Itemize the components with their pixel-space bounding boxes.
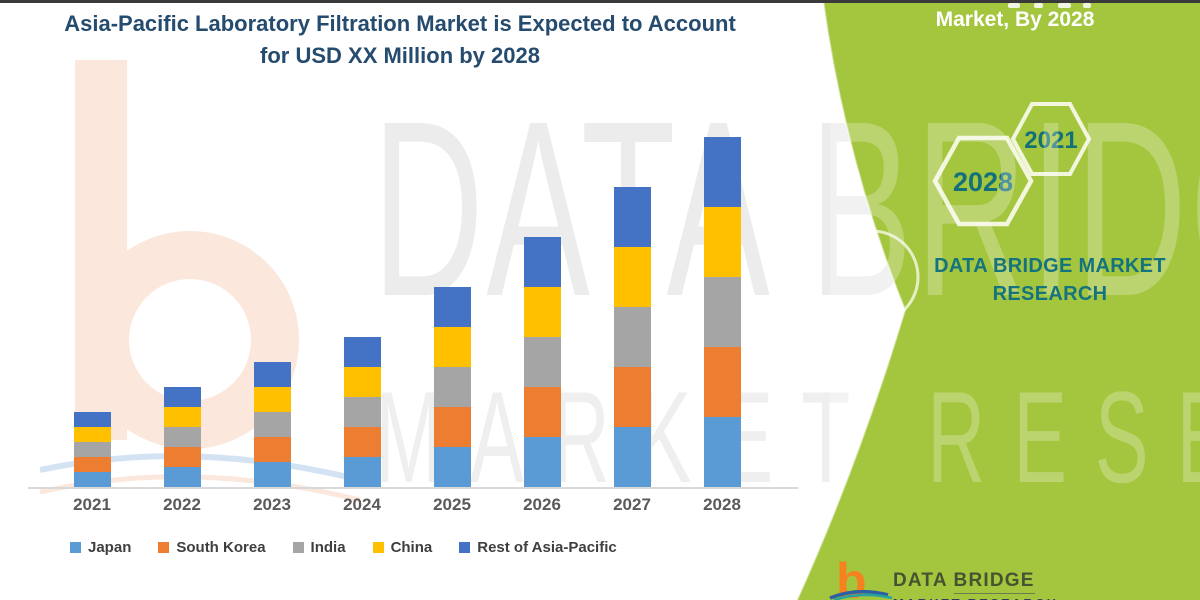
legend-label: Japan [88,538,132,556]
legend-swatch [459,541,471,553]
bar-segment-rest-of-asia-pacific [253,362,291,387]
x-axis-label: 2028 [703,495,741,514]
bar-segment-japan [523,437,561,487]
panel-market-label: Market, By 2028 [935,8,1095,31]
bar-segment-china [433,327,471,367]
legend-item: India [292,538,346,556]
hexagon-2021-label: 2021 [1024,127,1077,154]
hexagon-2021 [1010,102,1092,176]
bar-segment-india [163,427,201,447]
bar-segment-china [703,207,741,277]
legend-item: Rest of Asia-Pacific [459,538,617,556]
bar-segment-japan [343,457,381,487]
legend-item: South Korea [158,538,266,556]
panel-brand-line1: DATA BRIDGE MARKET [934,255,1166,277]
cropped-text-fragment [1058,3,1071,8]
bar-segment-rest-of-asia-pacific [703,137,741,207]
cropped-text-fragment [1083,3,1091,8]
bar-segment-india [433,367,471,407]
top-border-strip [0,0,1200,3]
bar-segment-china [163,407,201,427]
legend-label: India [310,538,346,556]
bar-segment-japan [433,447,471,487]
green-panel-shape [797,0,1200,600]
bar-segment-japan [613,427,651,487]
bar-segment-india [703,277,741,347]
legend-item: Japan [70,538,131,556]
logo-word-data: DATA [893,570,948,591]
bar-segment-india [73,442,111,457]
bar-segment-india [343,397,381,427]
legend-swatch [158,541,170,553]
legend-swatch [292,541,304,553]
legend-label: South Korea [176,538,266,556]
bar-segment-rest-of-asia-pacific [433,287,471,327]
bar-segment-south-korea [703,347,741,417]
legend-swatch [70,541,81,553]
logo-swoosh-icon [829,589,893,600]
chart-title: Asia-Pacific Laboratory Filtration Marke… [10,8,790,72]
x-axis-label: 2024 [343,495,381,514]
x-axis-label: 2021 [73,495,111,514]
bar-segment-south-korea [253,437,291,462]
bar-segment-china [523,287,561,337]
x-axis-label: 2026 [523,495,561,514]
logo-wordmark: DATA BRIDGE [893,570,1035,594]
bar-segment-rest-of-asia-pacific [163,387,201,407]
bar-segment-south-korea [73,457,111,472]
x-axis-label: 2025 [433,495,471,514]
bar-segment-rest-of-asia-pacific [613,187,651,247]
bar-segment-rest-of-asia-pacific [523,237,561,287]
panel-brand-text: DATA BRIDGE MARKET RESEARCH [925,252,1175,308]
bar-segment-japan [253,462,291,487]
bar-segment-south-korea [523,387,561,437]
bar-segment-china [343,367,381,397]
bar-segment-japan [163,467,201,487]
logo-tagline: MARKET RESEARCH [893,596,1058,600]
bar-segment-south-korea [343,427,381,457]
x-axis-line [28,487,798,489]
bar-segment-south-korea [613,367,651,427]
legend-item: China [372,538,433,556]
hexagon-2028 [932,135,1034,227]
cropped-text-fragment [1008,3,1020,8]
bar-segment-south-korea [433,407,471,447]
bar-segment-india [613,307,651,367]
bar-segment-rest-of-asia-pacific [343,337,381,367]
bar-segment-south-korea [163,447,201,467]
chart-title-line2: for USD XX Million by 2028 [260,43,540,68]
chart-legend: Japan South Korea India China Rest of Asia-P… [70,538,617,556]
panel-brand-line2: RESEARCH [992,283,1108,305]
x-axis-label: 2023 [253,495,291,514]
chart-title-line1: Asia-Pacific Laboratory Filtration Marke… [64,11,736,36]
cropped-text-fragment [1034,3,1043,8]
legend-label: China [390,538,433,556]
x-axis-label: 2022 [163,495,201,514]
bar-segment-japan [703,417,741,487]
logo-word-bridge: BRIDGE [953,570,1035,594]
bar-segment-india [253,412,291,437]
x-axis-label: 2027 [613,495,651,514]
hexagon-2028-label: 2028 [953,167,1013,197]
bar-segment-japan [73,472,111,487]
bar-segment-india [523,337,561,387]
bar-segment-china [253,387,291,412]
legend-label: Rest of Asia-Pacific [477,538,617,556]
bar-segment-china [613,247,651,307]
legend-swatch [372,541,384,553]
bar-segment-rest-of-asia-pacific [73,412,111,427]
bar-segment-china [73,427,111,442]
